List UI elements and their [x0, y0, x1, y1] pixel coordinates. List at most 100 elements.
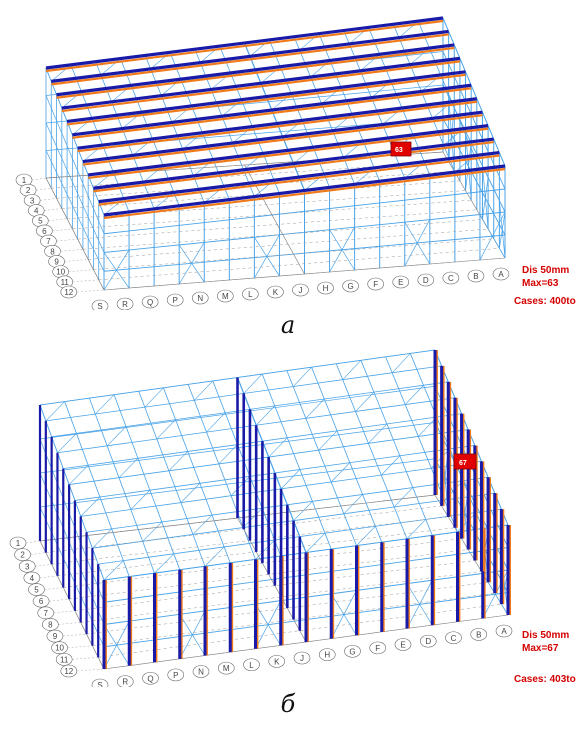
displacement-label-a: Dis 50mm: [522, 265, 569, 276]
roof-beam: [187, 384, 256, 560]
grid-axis-letter: M: [217, 661, 235, 675]
highlighted-member: [56, 43, 455, 97]
frame-brace: [499, 211, 506, 249]
axis-bubble-label: C: [448, 274, 454, 283]
frame-brace: [329, 229, 355, 271]
roof-beam: [409, 353, 484, 529]
frame-brace: [465, 142, 472, 191]
roof-brace: [406, 519, 426, 539]
roof-brace: [355, 391, 375, 412]
highlighted-member: [61, 56, 461, 110]
roof-brace: [57, 433, 77, 453]
grid-axis-number: 8: [42, 618, 81, 631]
roof-brace: [118, 458, 139, 478]
axis-bubble-label: 6: [39, 597, 44, 606]
roof-beam: [286, 370, 357, 546]
axis-bubble-label: J: [299, 286, 303, 295]
axis-bubble-label: 8: [50, 247, 55, 256]
frame-beam: [39, 438, 105, 603]
axis-bubble-label: 5: [34, 586, 39, 595]
grid-axis-number: 3: [23, 194, 57, 207]
frame-beam: [45, 150, 105, 272]
roof-brace: [194, 380, 214, 401]
grid-axis-number: 7: [40, 234, 78, 248]
axis-bubble: [394, 638, 412, 651]
axis-leader: [40, 198, 57, 201]
grid-axis-number: 6: [32, 594, 70, 608]
highlighted-member: [51, 29, 449, 83]
grid-axis-letter: R: [116, 675, 134, 687]
axis-bubble: [419, 634, 437, 648]
grid-axis-letter: E: [394, 638, 412, 651]
axis-bubble-label: H: [323, 284, 329, 293]
grid-axis-letter: K: [268, 655, 286, 668]
roof-brace: [68, 464, 89, 485]
roof-beam: [64, 401, 130, 577]
axis-leader: [76, 289, 105, 293]
roof-brace: [381, 455, 401, 476]
axis-bubble-label: E: [398, 278, 403, 287]
roof-brace: [92, 528, 112, 549]
grid-axis-letter: Q: [142, 671, 159, 685]
grid-axis-number: 11: [56, 275, 99, 289]
axis-bubble-label: H: [324, 651, 330, 660]
deformed-member: [98, 154, 500, 206]
axis-bubble: [367, 277, 384, 291]
deformed-member: [82, 114, 483, 166]
axis-bubble: [217, 289, 234, 303]
axis-bubble-label: J: [300, 654, 304, 663]
roof-beam: [360, 360, 433, 536]
axis-leader: [56, 238, 78, 242]
highlighted-member: [77, 97, 478, 150]
axis-bubble: [317, 281, 334, 295]
axis-bubble: [91, 678, 109, 687]
roof-beam: [385, 356, 458, 533]
grid-axis-letter: F: [369, 641, 387, 655]
grid-axis-letter: C: [445, 631, 462, 645]
axis-bubble: [318, 648, 336, 661]
axis-bubble-label: 4: [34, 207, 39, 216]
axis-bubble: [32, 594, 50, 608]
axis-bubble-label: Q: [147, 298, 153, 307]
roof-brace: [268, 437, 288, 458]
roof-brace: [391, 353, 411, 373]
frame-beam: [45, 95, 105, 234]
roof-brace: [204, 546, 225, 567]
axis-bubble: [46, 629, 64, 643]
roof-brace: [318, 430, 338, 451]
grid-axis-letter: N: [191, 291, 209, 305]
ground-grid-line: [80, 571, 482, 623]
frame-brace: [404, 221, 431, 265]
roof-brace: [293, 501, 313, 521]
grid-axis-letter: E: [392, 275, 410, 289]
max-marker-label-b: 67: [459, 460, 467, 467]
axis-bubble: [492, 267, 510, 281]
grid-axis-letter: S: [91, 299, 109, 310]
roof-brace: [154, 553, 174, 574]
axis-leader: [60, 249, 83, 252]
grid-axis-letter: P: [166, 293, 184, 307]
roof-brace: [180, 483, 201, 503]
axis-bubble: [167, 668, 185, 682]
axis-bubble: [392, 275, 410, 289]
grid-axis-letter: H: [317, 281, 334, 295]
frame-brace: [179, 614, 206, 656]
roof-brace: [230, 476, 251, 496]
roof-brace: [356, 526, 376, 546]
max-value-label-b: Max=67: [522, 643, 559, 654]
grid-axis-letter: H: [318, 648, 336, 661]
axis-bubble-label: N: [198, 668, 204, 677]
grid-axis-letter: P: [167, 668, 185, 682]
axis-leader: [58, 622, 81, 625]
axis-bubble-label: 10: [55, 644, 64, 653]
roof-brace: [243, 373, 263, 394]
grid-axis-number: 7: [37, 606, 75, 620]
axis-bubble-label: L: [248, 290, 253, 299]
ground-grid-line: [69, 549, 469, 600]
axis-bubble-label: 11: [61, 278, 70, 287]
frame-beam: [39, 472, 105, 625]
grid-axis-number: 9: [48, 255, 89, 268]
axis-bubble-label: 7: [43, 609, 48, 618]
grid-axis-letter: G: [344, 644, 361, 658]
